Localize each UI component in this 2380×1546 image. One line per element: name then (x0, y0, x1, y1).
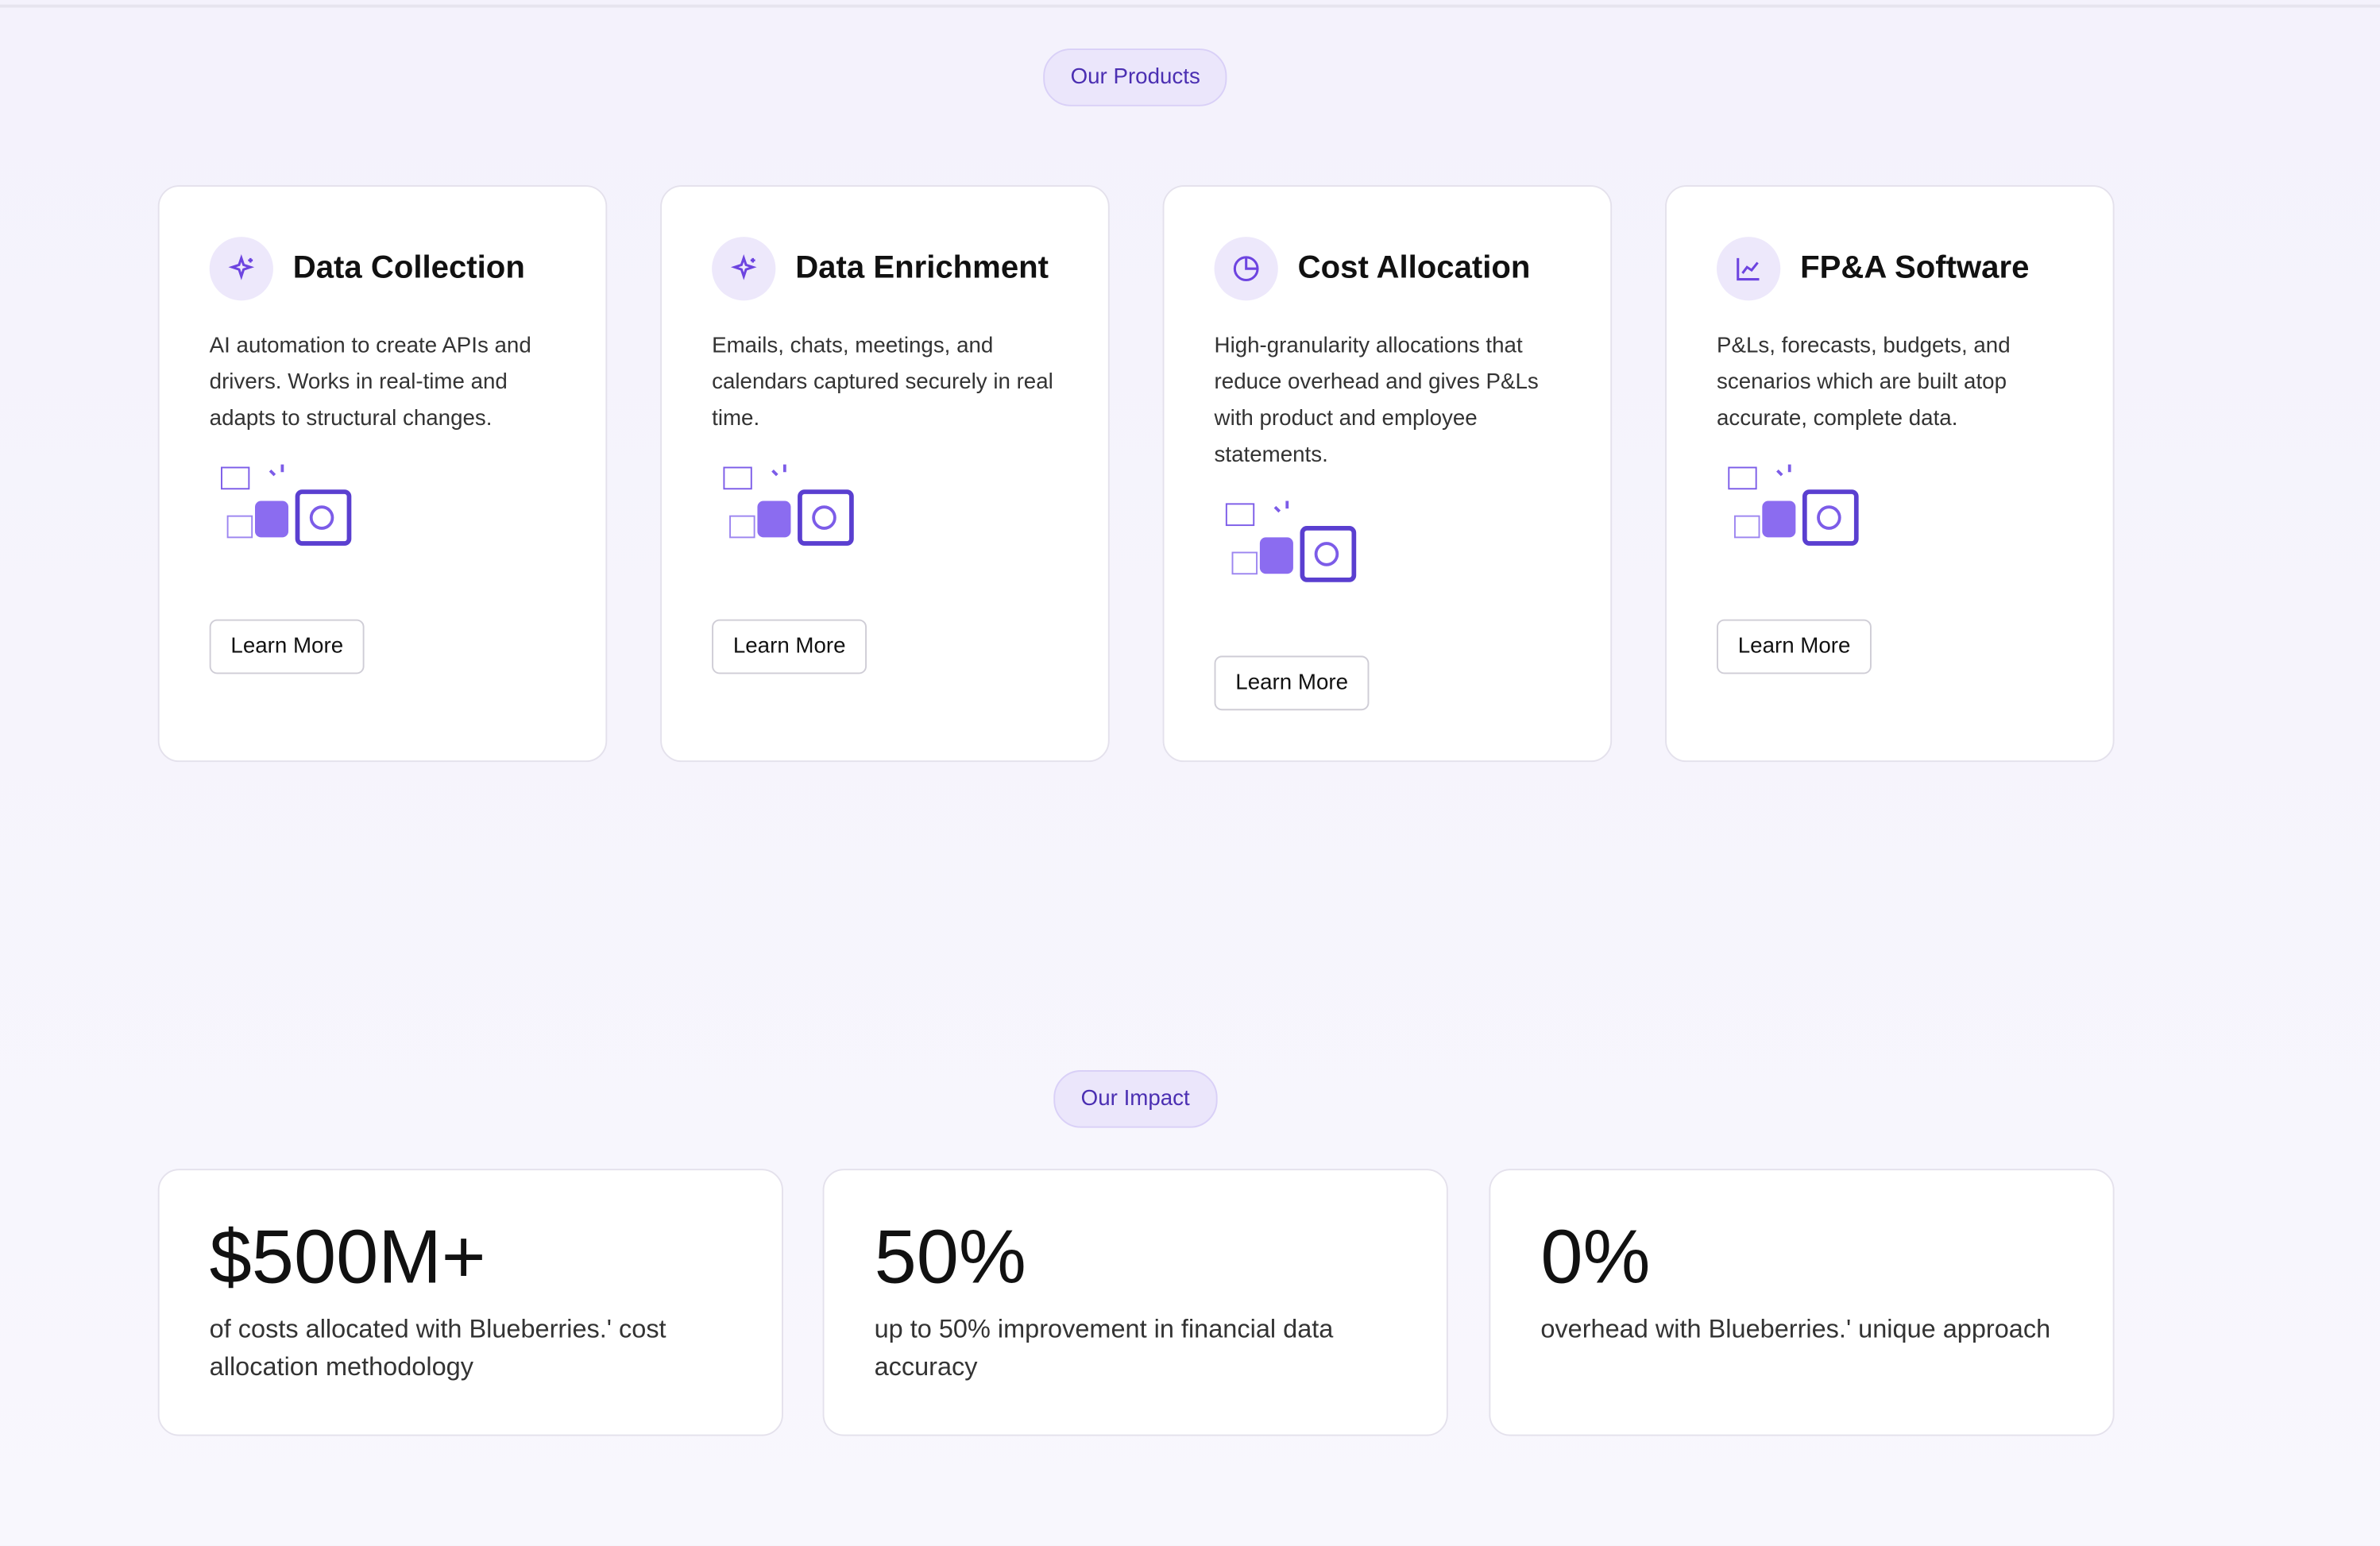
card-title: Cost Allocation (1297, 250, 1531, 286)
button-wrap: Learn More (209, 565, 556, 674)
stat-description: overhead with Blueberries.' unique appro… (1540, 1314, 2051, 1343)
card-header: Data Collection (209, 237, 556, 301)
product-card: FP&A Software P&Ls, forecasts, budgets, a… (1665, 185, 2115, 763)
learn-more-button[interactable]: Learn More (712, 619, 867, 674)
illustration-art (723, 464, 854, 546)
stat-card: $500M+ of costs allocated with Blueberrie… (157, 1169, 783, 1436)
stat-card: 0% overhead with Blueberries.' unique app… (1489, 1169, 2115, 1436)
section-label: Our Impact (1053, 1070, 1218, 1128)
icon-glyph (228, 253, 255, 280)
illustration-art (221, 464, 352, 546)
learn-more-button[interactable]: Learn More (1717, 619, 1872, 674)
stat-value: $500M+ (209, 1214, 486, 1300)
stat-value: 0% (1540, 1214, 1651, 1300)
card-description: AI automation to create APIs and drivers… (209, 334, 531, 431)
illustration (1215, 495, 1561, 601)
icon-glyph (730, 253, 757, 280)
card-title: Data Collection (292, 250, 525, 286)
illustration-art (1728, 464, 1859, 546)
learn-more-button[interactable]: Learn More (1214, 655, 1370, 711)
divider (0, 4, 2380, 8)
button-wrap: Learn More (712, 565, 1058, 674)
product-card: Data Collection AI automation to create A… (157, 185, 608, 763)
illustration (1717, 458, 2063, 565)
illustration (210, 458, 556, 565)
button-wrap: Learn More (1717, 565, 2063, 674)
product-card: Cost Allocation High-granularity allocati… (1162, 185, 1613, 763)
stat-value: 50% (874, 1214, 1026, 1300)
card-header: FP&A Software (1717, 237, 2063, 301)
stat-description: up to 50% improvement in financial data … (874, 1314, 1334, 1382)
section-label: Our Products (1043, 48, 1228, 106)
illustration (712, 458, 1058, 565)
button-wrap: Learn More (1214, 601, 1561, 711)
card-description: P&Ls, forecasts, budgets, and scenarios … (1717, 334, 2011, 431)
card-header: Data Enrichment (712, 237, 1058, 301)
card-header: Cost Allocation (1214, 237, 1561, 301)
card-description: Emails, chats, meetings, and calendars c… (712, 334, 1053, 431)
card-title: FP&A Software (1800, 250, 2030, 286)
icon-glyph (1233, 256, 1259, 282)
icon (1214, 237, 1278, 301)
learn-more-button[interactable]: Learn More (209, 619, 365, 674)
icon (209, 237, 273, 301)
icon (712, 237, 776, 301)
icon-glyph (1737, 257, 1760, 281)
product-card: Data Enrichment Emails, chats, meetings, … (660, 185, 1110, 763)
stat-description: of costs allocated with Blueberries.' co… (209, 1314, 666, 1382)
card-description: High-granularity allocations that reduce… (1214, 334, 1539, 468)
stat-card: 50% up to 50% improvement in financial da… (822, 1169, 1448, 1436)
card-title: Data Enrichment (795, 250, 1049, 286)
icon (1717, 237, 1781, 301)
illustration-art (1225, 501, 1357, 582)
